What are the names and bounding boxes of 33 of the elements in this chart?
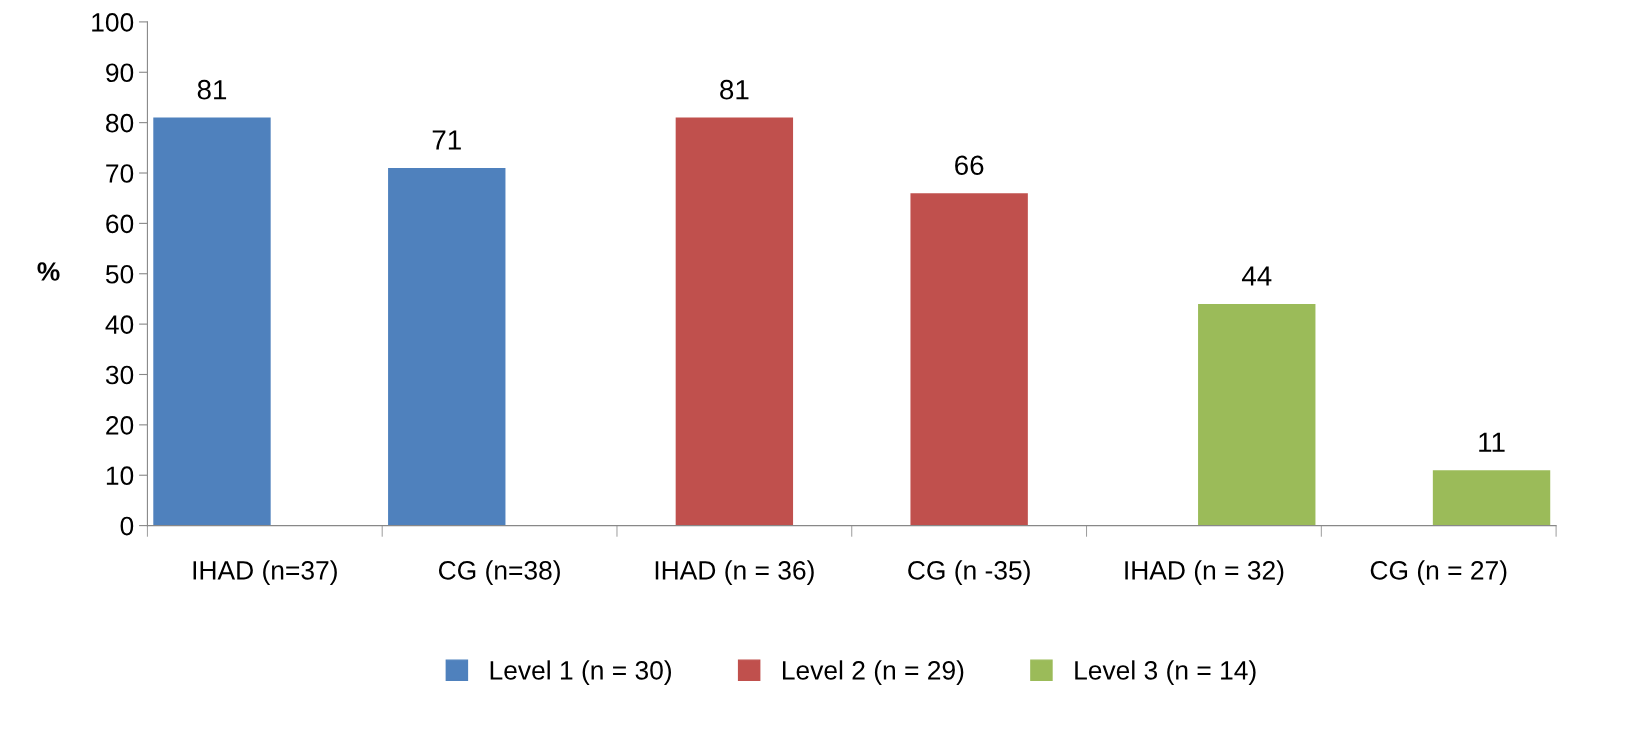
data-label: 11	[1479, 432, 1505, 452]
data-label: 44	[1241, 266, 1272, 286]
y-axis-title: %	[37, 262, 60, 281]
y-tick-label: 60	[106, 214, 134, 234]
data-label: 81	[197, 79, 227, 100]
bar	[153, 117, 271, 526]
bar	[1198, 303, 1316, 526]
y-tick-label: 20	[106, 415, 134, 435]
data-label: 71	[432, 130, 461, 150]
y-tick-label: 10	[106, 466, 134, 486]
y-tick-label: 90	[106, 63, 134, 83]
x-tick-label: IHAD (n=37)	[193, 560, 337, 585]
data-label: 66	[955, 155, 984, 176]
y-tick-label: 0	[120, 516, 134, 536]
y-tick-label: 100	[92, 13, 134, 32]
x-tick-label: CG (n = 27)	[1370, 560, 1507, 585]
bar	[1432, 470, 1551, 526]
legend-label: Level 2 (n = 29)	[782, 660, 964, 685]
legend-label: Level 3 (n = 14)	[1075, 660, 1256, 685]
x-tick-label: CG (n -35)	[908, 560, 1030, 585]
bar	[675, 117, 794, 526]
y-tick-label: 30	[105, 365, 134, 385]
y-tick-label: 70	[106, 164, 134, 183]
data-label: 81	[720, 79, 749, 100]
y-tick-label: 40	[105, 315, 134, 334]
y-tick-label: 50	[105, 264, 134, 284]
x-tick-label: CG (n=38)	[438, 560, 560, 585]
bar	[388, 167, 506, 526]
x-tick-label: IHAD (n = 36)	[655, 560, 814, 585]
bar	[910, 193, 1028, 526]
x-tick-label: IHAD (n = 32)	[1125, 560, 1284, 585]
y-tick-label: 80	[106, 113, 134, 133]
legend-label: Level 1 (n = 30)	[490, 660, 672, 685]
